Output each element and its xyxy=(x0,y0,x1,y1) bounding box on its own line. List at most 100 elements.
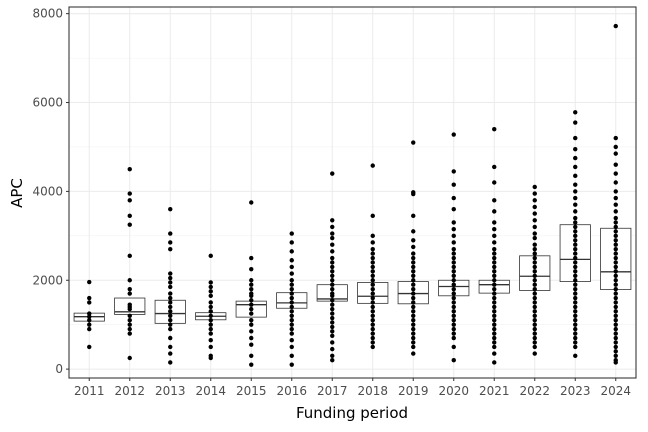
data-point xyxy=(411,244,416,250)
data-point xyxy=(127,331,132,336)
data-point xyxy=(451,206,456,212)
data-point xyxy=(370,233,375,239)
data-point xyxy=(370,318,375,323)
data-point xyxy=(573,344,578,350)
data-point xyxy=(573,300,578,305)
data-point xyxy=(370,331,375,336)
x-tick-label: 2017 xyxy=(317,384,348,398)
data-point xyxy=(573,340,578,345)
data-point xyxy=(289,344,294,350)
data-point xyxy=(411,291,416,296)
data-point xyxy=(573,264,578,270)
data-point xyxy=(492,360,497,365)
data-point xyxy=(613,202,618,207)
data-point xyxy=(87,314,92,319)
data-point xyxy=(127,253,132,259)
data-point xyxy=(451,331,456,336)
data-point xyxy=(573,242,578,247)
data-point xyxy=(249,200,254,205)
data-point xyxy=(370,322,375,327)
data-point xyxy=(330,353,335,358)
data-point xyxy=(208,280,213,285)
outlier-points xyxy=(87,23,618,367)
data-point xyxy=(573,202,578,207)
data-point xyxy=(330,171,335,176)
data-point xyxy=(613,273,618,279)
data-point xyxy=(330,242,335,247)
data-point xyxy=(370,255,375,261)
data-point xyxy=(532,282,537,287)
data-point xyxy=(492,240,497,245)
data-point xyxy=(249,342,254,347)
data-point xyxy=(411,286,416,292)
data-point xyxy=(370,246,375,252)
data-point xyxy=(532,273,537,279)
data-point xyxy=(289,313,294,318)
data-point xyxy=(411,264,416,270)
data-point xyxy=(492,322,497,327)
data-point xyxy=(613,260,618,265)
data-point xyxy=(613,23,618,29)
data-point xyxy=(613,195,618,201)
data-point xyxy=(613,295,618,301)
data-point xyxy=(492,164,497,170)
data-point xyxy=(613,309,618,314)
y-axis-title: APC xyxy=(8,178,26,208)
data-point xyxy=(411,251,416,256)
data-point xyxy=(573,322,578,327)
data-point xyxy=(451,182,456,187)
data-point xyxy=(613,264,618,270)
data-point xyxy=(208,318,213,323)
y-tick-label: 6000 xyxy=(32,96,63,110)
data-point xyxy=(492,340,497,345)
x-tick-label: 2015 xyxy=(236,384,267,398)
data-point xyxy=(613,209,618,214)
data-point xyxy=(451,269,456,274)
data-point xyxy=(573,282,578,287)
data-point xyxy=(532,255,537,261)
data-point xyxy=(573,238,578,243)
data-point xyxy=(208,322,213,327)
data-point xyxy=(168,351,173,356)
data-point xyxy=(127,213,132,219)
data-point xyxy=(613,322,618,327)
data-point xyxy=(370,286,375,292)
data-point xyxy=(168,300,173,305)
box-layer xyxy=(73,224,632,324)
data-point xyxy=(573,164,578,170)
data-point xyxy=(573,173,578,179)
data-point xyxy=(330,293,335,299)
data-point xyxy=(168,291,173,296)
data-point xyxy=(208,326,213,332)
data-point xyxy=(330,249,335,254)
data-point xyxy=(330,320,335,325)
data-point xyxy=(573,246,578,252)
data-point xyxy=(532,286,537,292)
data-point xyxy=(492,260,497,265)
data-point xyxy=(330,269,335,274)
data-point xyxy=(613,344,618,350)
data-point xyxy=(451,240,456,245)
data-point xyxy=(613,215,618,221)
data-point xyxy=(573,189,578,194)
data-point xyxy=(370,163,375,168)
data-point xyxy=(492,295,497,301)
data-point xyxy=(289,353,294,358)
data-point xyxy=(411,295,416,301)
data-point xyxy=(249,329,254,334)
data-point xyxy=(289,338,294,343)
data-point xyxy=(411,318,416,323)
grid-lines xyxy=(69,7,636,378)
data-point xyxy=(168,246,173,252)
data-point xyxy=(451,233,456,239)
data-point xyxy=(168,271,173,276)
data-point xyxy=(208,300,213,305)
data-point xyxy=(573,255,578,261)
data-point xyxy=(168,313,173,318)
data-point xyxy=(330,315,335,321)
data-point xyxy=(532,278,537,283)
data-point xyxy=(451,304,456,310)
data-point xyxy=(492,273,497,279)
data-point xyxy=(451,322,456,327)
